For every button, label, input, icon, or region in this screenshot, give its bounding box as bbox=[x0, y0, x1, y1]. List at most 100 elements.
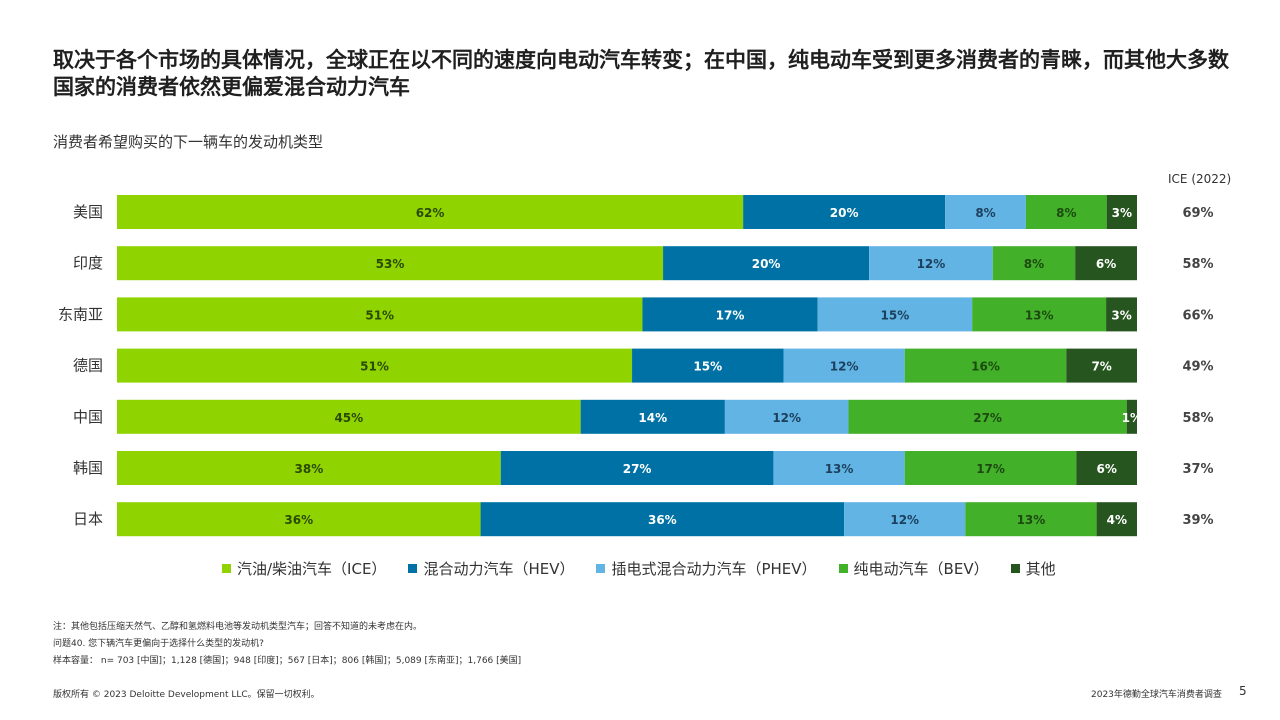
bar-segment-other bbox=[1066, 348, 1137, 383]
bar-segment-phev bbox=[869, 246, 993, 281]
data-label: 45% bbox=[334, 411, 363, 425]
bar-segment-other bbox=[1076, 451, 1137, 485]
bar-segment-other bbox=[1096, 502, 1137, 537]
data-label: 36% bbox=[648, 513, 677, 527]
legend-swatch bbox=[596, 564, 606, 573]
bar-segment-bev bbox=[1025, 195, 1107, 229]
data-label: 38% bbox=[295, 462, 324, 476]
bar-segment-ice bbox=[117, 195, 744, 229]
data-label: 15% bbox=[693, 360, 722, 374]
bar-segment-hev bbox=[743, 195, 946, 229]
data-label: 13% bbox=[825, 462, 854, 476]
data-label: 7% bbox=[1091, 360, 1111, 374]
data-label: 8% bbox=[1056, 206, 1076, 220]
bar-segment-phev bbox=[783, 348, 905, 383]
bar-segment-bev bbox=[848, 399, 1127, 434]
bar-segment-phev bbox=[817, 297, 973, 332]
note-question: 问题40. 您下辆汽车更偏向于选择什么类型的发动机? bbox=[53, 639, 264, 649]
bar-segment-phev bbox=[844, 502, 966, 537]
data-label: 8% bbox=[1024, 257, 1044, 271]
bar-segment-other bbox=[1106, 195, 1137, 229]
category-label: 印度 bbox=[73, 254, 103, 272]
category-label: 中国 bbox=[73, 408, 103, 426]
legend-swatch bbox=[838, 564, 848, 573]
category-label: 美国 bbox=[73, 203, 103, 221]
data-label: 17% bbox=[976, 462, 1005, 476]
data-label: 62% bbox=[416, 206, 445, 220]
data-label: 53% bbox=[376, 257, 405, 271]
page-title: 取决于各个市场的具体情况，全球正在以不同的速度向电动汽车转变；在中国，纯电动车受… bbox=[53, 48, 1229, 99]
data-label: 17% bbox=[716, 308, 745, 322]
legend-item-bev: 纯电动汽车（BEV） bbox=[838, 558, 989, 579]
ice-2022-value: 69% bbox=[1182, 206, 1213, 221]
bar-segment-hev bbox=[642, 297, 818, 332]
data-label: 15% bbox=[881, 308, 910, 322]
legend-item-phev: 插电式混合动力汽车（PHEV） bbox=[596, 558, 817, 579]
bar-segment-hev bbox=[480, 502, 845, 537]
legend-item-ice: 汽油/柴油汽车（ICE） bbox=[222, 558, 386, 579]
bar-segment-ice bbox=[117, 297, 643, 332]
data-label: 12% bbox=[917, 257, 946, 271]
bar-segment-ice bbox=[117, 348, 633, 383]
legend-label: 混合动力汽车（HEV） bbox=[423, 560, 575, 578]
data-label: 36% bbox=[284, 513, 313, 527]
bar-segment-bev bbox=[965, 502, 1097, 537]
bar-segment-ice bbox=[117, 246, 664, 281]
ice-2022-value: 58% bbox=[1182, 411, 1213, 426]
data-label: 51% bbox=[365, 308, 394, 322]
page-number: 5 bbox=[1239, 684, 1247, 698]
bar-segment-bev bbox=[904, 451, 1077, 485]
chart-legend: 汽油/柴油汽车（ICE） 混合动力汽车（HEV） 插电式混合动力汽车（PHEV） 纯电… bbox=[222, 558, 1056, 579]
category-label: 韩国 bbox=[73, 459, 103, 477]
legend-swatch bbox=[1010, 564, 1020, 573]
chart-subtitle: 消费者希望购买的下一辆车的发动机类型 bbox=[53, 133, 324, 151]
legend-label: 其他 bbox=[1025, 560, 1056, 578]
bar-segment-phev bbox=[945, 195, 1026, 229]
report-name: 2023年德勤全球汽车消费者调查 bbox=[1091, 690, 1222, 700]
stacked-bar-chart: 美国 62% 20% 8% 8% 3% 69% 印度 53% 20% 12% 8% 6% 58% 东南亚 51… bbox=[58, 195, 1214, 537]
legend-label: 纯电动汽车（BEV） bbox=[853, 560, 989, 578]
data-label: 1% bbox=[1122, 411, 1142, 425]
legend-item-other: 其他 bbox=[1010, 558, 1056, 579]
bar-segment-ice bbox=[117, 451, 501, 485]
bar-segment-hev bbox=[632, 348, 784, 383]
note-sample-size: 样本容量： n= 703 [中国]；1,128 [德国]；948 [印度]；56… bbox=[53, 656, 522, 666]
data-label: 27% bbox=[973, 411, 1002, 425]
legend-label: 插电式混合动力汽车（PHEV） bbox=[611, 560, 817, 578]
bar-segment-hev bbox=[580, 399, 725, 434]
data-label: 20% bbox=[830, 206, 859, 220]
data-label: 51% bbox=[360, 360, 389, 374]
bar-segment-other bbox=[1126, 399, 1137, 434]
data-label: 3% bbox=[1111, 308, 1131, 322]
ice-2022-header: ICE (2022) bbox=[1168, 172, 1232, 186]
data-label: 8% bbox=[975, 206, 995, 220]
bar-segment-other bbox=[1106, 297, 1137, 332]
bar-segment-hev bbox=[663, 246, 870, 281]
legend-item-hev: 混合动力汽车（HEV） bbox=[408, 558, 574, 579]
copyright: 版权所有 © 2023 Deloitte Development LLC。保留一… bbox=[53, 690, 320, 700]
data-label: 12% bbox=[890, 513, 919, 527]
data-label: 12% bbox=[830, 360, 859, 374]
data-label: 14% bbox=[638, 411, 667, 425]
ice-2022-value: 37% bbox=[1182, 462, 1213, 477]
data-label: 13% bbox=[1017, 513, 1046, 527]
note-others: 注：其他包括压缩天然气、乙醇和氢燃料电池等发动机类型汽车；回答不知道的未考虑在内… bbox=[53, 622, 423, 632]
bar-segment-bev bbox=[904, 348, 1067, 383]
ice-2022-value: 39% bbox=[1182, 513, 1213, 528]
category-label: 日本 bbox=[73, 510, 103, 528]
data-label: 13% bbox=[1025, 308, 1054, 322]
footnotes: 注：其他包括压缩天然气、乙醇和氢燃料电池等发动机类型汽车；回答不知道的未考虑在内… bbox=[53, 619, 521, 670]
legend-label: 汽油/柴油汽车（ICE） bbox=[237, 560, 387, 578]
ice-2022-value: 58% bbox=[1182, 257, 1213, 272]
bar-segment-phev bbox=[773, 451, 905, 485]
legend-swatch bbox=[408, 564, 418, 573]
data-label: 3% bbox=[1112, 206, 1132, 220]
bar-segment-bev bbox=[992, 246, 1076, 281]
bar-segment-other bbox=[1075, 246, 1137, 281]
category-label: 东南亚 bbox=[58, 305, 103, 323]
bar-segment-phev bbox=[724, 399, 849, 434]
data-label: 20% bbox=[752, 257, 781, 271]
bar-segment-bev bbox=[972, 297, 1107, 332]
legend-swatch bbox=[222, 564, 231, 573]
data-label: 27% bbox=[623, 462, 652, 476]
